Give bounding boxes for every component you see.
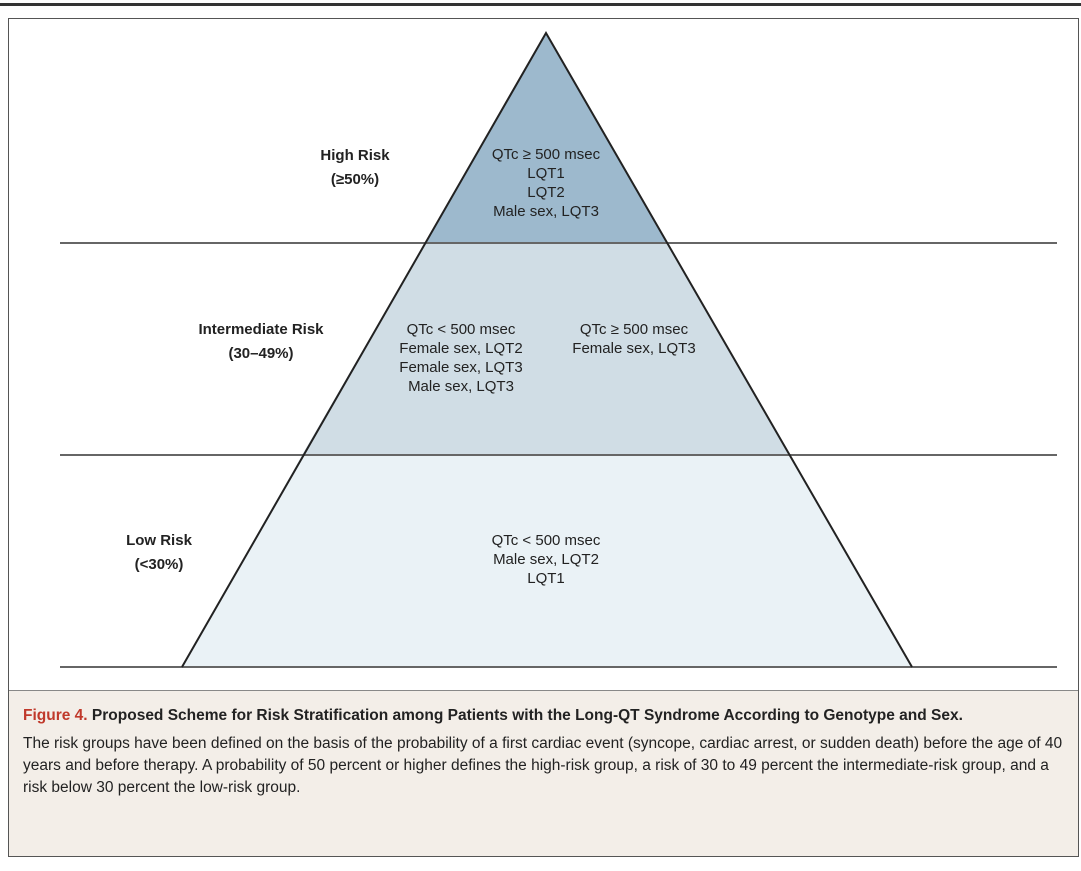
criterion: LQT1: [527, 570, 565, 587]
figure-label: Figure 4.: [23, 707, 88, 724]
criterion: LQT2: [527, 184, 565, 201]
criterion: QTc < 500 msec: [492, 532, 601, 549]
risk-label: Intermediate Risk: [198, 321, 324, 338]
caption: Figure 4. Proposed Scheme for Risk Strat…: [9, 690, 1078, 856]
tier-intermediate: [302, 243, 790, 455]
pyramid-outline: [181, 30, 913, 668]
risk-range: (≥50%): [331, 171, 379, 188]
criterion: Female sex, LQT3: [572, 340, 695, 357]
criterion: QTc ≥ 500 msec: [580, 321, 689, 338]
criterion: LQT1: [527, 165, 565, 182]
risk-label: Low Risk: [126, 532, 193, 549]
risk-label: High Risk: [320, 147, 390, 164]
criterion: Male sex, LQT2: [493, 551, 599, 568]
tier-high: [425, 33, 667, 243]
criterion: Male sex, LQT3: [493, 203, 599, 220]
criterion: QTc < 500 msec: [407, 321, 516, 338]
caption-title: Figure 4. Proposed Scheme for Risk Strat…: [23, 705, 1064, 727]
criterion: Female sex, LQT3: [399, 359, 522, 376]
tier-low: [182, 455, 912, 667]
criterion: Male sex, LQT3: [408, 378, 514, 395]
criterion: Female sex, LQT2: [399, 340, 522, 357]
risk-range: (<30%): [135, 556, 184, 573]
top-rule: [0, 3, 1081, 6]
figure-frame: [8, 18, 1079, 857]
risk-range: (30–49%): [228, 345, 293, 362]
title-text: Proposed Scheme for Risk Stratification …: [91, 707, 963, 724]
criterion: QTc ≥ 500 msec: [492, 146, 601, 163]
caption-body: The risk groups have been defined on the…: [23, 735, 1063, 796]
